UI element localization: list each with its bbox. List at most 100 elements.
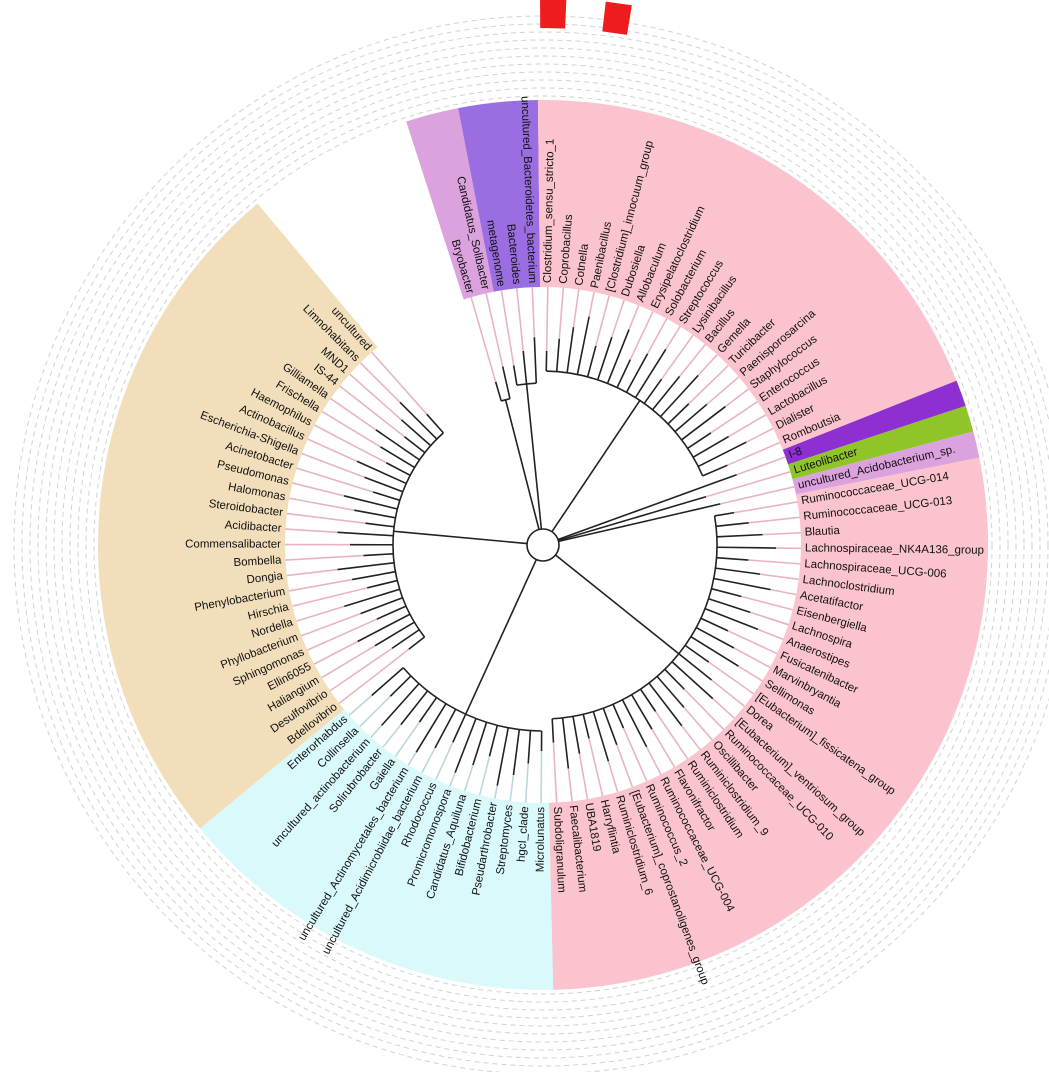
branch-firmicutes-a [620,400,641,430]
tip-connector [683,688,725,730]
tip-connector [712,698,735,719]
tip-branch [366,579,398,589]
branch-verruco [557,513,628,541]
tip-branch [343,495,398,510]
tip-connector [757,628,784,641]
tip-connector [705,470,791,498]
tip-connector [286,512,366,525]
tip-connector [770,588,797,596]
wedge-firmicutes-a [537,100,957,450]
tip-connector [301,452,365,478]
tree-branches [284,287,801,803]
branch-luteo [558,511,654,542]
dashed-guide-rings [13,15,1049,1072]
branch-firmicutes-b [612,600,680,655]
tip-branch [399,401,438,440]
tip-connector [724,388,750,408]
tip-connector [286,568,338,577]
tip-branch [586,345,597,378]
tip-connector [296,467,374,493]
tip-branch [596,336,613,381]
tip-branch [700,503,721,510]
abundance-bar-cotnella [602,1,632,35]
tip-connector [435,742,454,780]
tip-branch [651,375,681,411]
tip-branch [372,491,401,502]
tip-label-hgci-clade: hgcI_clade [516,806,532,862]
tip-connector [748,516,800,524]
tip-connector [588,291,595,317]
wedge-bacteroidetes [458,100,541,292]
tip-branch [702,464,728,477]
tip-branch [716,556,749,561]
tip-connector [359,362,401,403]
tip-branch [576,316,590,375]
tip-connector [509,775,515,802]
tip-connector [394,721,421,758]
tip-connector [683,706,713,741]
wedge-actino [199,709,554,990]
tip-branch [716,546,776,549]
tip-connector [494,785,499,799]
tip-branch [400,690,429,726]
tip-connector [665,326,681,350]
tip-branch [371,667,404,697]
wedge-verruco [782,380,966,465]
root-node [526,528,560,562]
tip-branch [566,327,575,373]
tip-branch [512,729,521,776]
tip-connector [463,764,474,792]
tip-branch [716,533,763,538]
branch-actino [464,649,496,715]
tip-connector [645,746,662,775]
tip-branch [354,509,396,519]
tip-branch [686,495,707,504]
tip-branch [639,688,657,712]
tip-connector [711,679,745,707]
tip-connector [762,532,801,536]
tip-connector [307,438,358,462]
tip-branch [612,703,625,729]
tip-branch [454,718,477,773]
tip-connector [301,612,361,637]
tip-connector [349,373,402,421]
tip-branch [656,675,685,708]
tip-connector [720,485,795,505]
tip-connector [588,738,604,797]
tip-connector [759,573,799,581]
tip-label-microlunatus: Microlunatus [535,807,547,873]
tip-branch [360,597,403,615]
tip-connector [628,305,640,330]
tip-connector [727,630,778,655]
tip-connector [382,724,402,748]
guide-ring [93,95,993,995]
tip-connector [285,554,364,561]
guide-ring [77,79,1009,1011]
tip-label-bombella: Bombella [233,554,282,569]
tip-connector [407,751,417,766]
tip-connector [330,397,377,431]
tip-label-blautia: Blautia [804,525,840,539]
tip-connector [622,727,648,782]
tip-branch [625,353,649,393]
tip-branch [700,617,729,632]
tip-connector [292,482,345,497]
tip-branch [714,511,735,517]
tip-branch [376,605,407,620]
tip-branch [695,626,735,649]
tip-connector [516,288,525,352]
wedge-acidobacteria-b [792,431,980,495]
tip-branch [501,366,511,399]
tip-connector [338,648,410,704]
tip-connector [329,647,393,692]
tip-branch [692,435,730,458]
wedge-acidobacteria-a [406,108,494,300]
tip-connector [678,344,707,377]
tip-branch [488,725,499,757]
tip-connector [616,744,634,788]
branch-acidobacteria-b [558,512,680,543]
tip-connector [688,364,729,405]
tip-connector [607,761,619,793]
tip-connector [728,414,767,438]
tip-label-i-8: I-8 [787,445,804,461]
